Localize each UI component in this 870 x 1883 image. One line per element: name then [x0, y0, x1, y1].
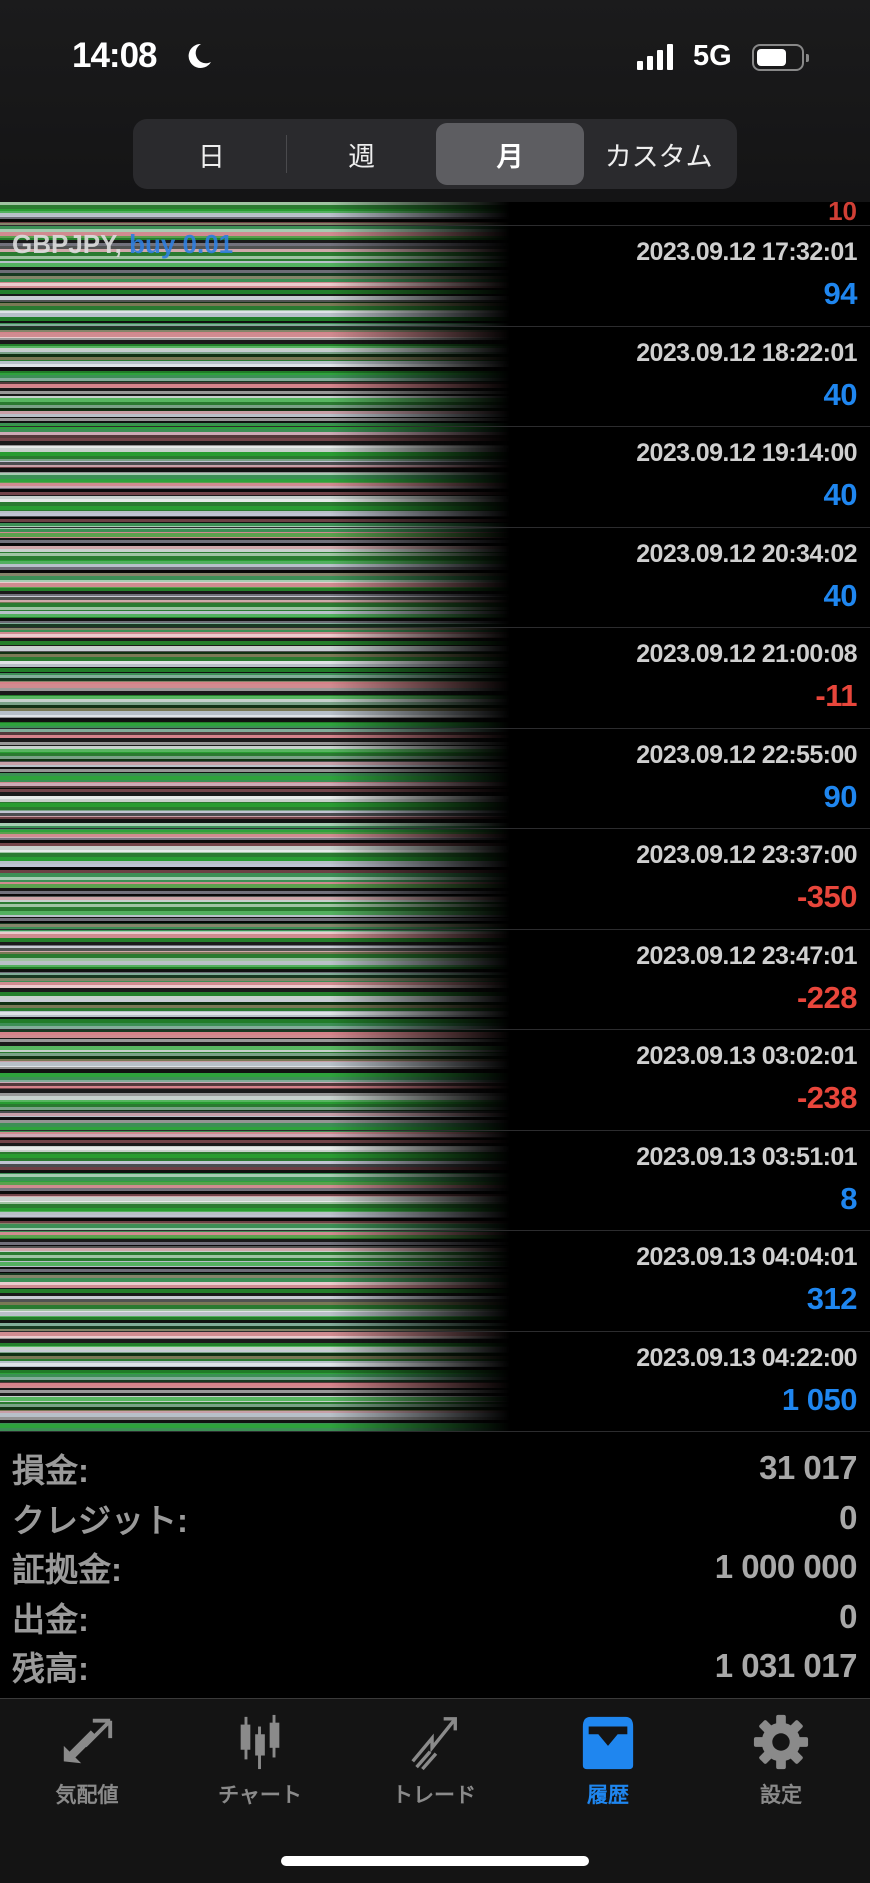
network-type: 5G	[693, 40, 732, 72]
segment-day[interactable]: 日	[197, 141, 225, 172]
tab-label: チャート	[218, 1784, 302, 1807]
deal-profit: 1 050	[781, 1381, 858, 1417]
tab-candlestick[interactable]: チャート	[190, 1713, 330, 1813]
battery-icon	[752, 44, 809, 71]
summary-line: クレジット: 0	[12, 1495, 857, 1541]
summary-label: クレジット:	[12, 1501, 188, 1539]
tab-inbox-tray[interactable]: 履歴	[538, 1713, 678, 1813]
candlestick-icon	[240, 1714, 280, 1770]
deal-row[interactable]: 2023.09.13 04:22:00 1 050	[0, 1330, 870, 1431]
deal-time: 2023.09.12 17:32:01	[636, 238, 857, 266]
deal-row[interactable]: 2023.09.12 19:14:00 40	[0, 426, 870, 526]
gear-icon	[753, 1714, 809, 1770]
summary-value: 31 017	[759, 1449, 857, 1486]
deal-time: 2023.09.13 04:04:01	[636, 1243, 857, 1271]
summary-label: 出金:	[12, 1600, 89, 1638]
summary-label: 証拠金:	[12, 1551, 122, 1588]
summary-value: 1 031 017	[714, 1647, 858, 1684]
deal-row[interactable]: 2023.09.12 18:22:01 40	[0, 325, 870, 426]
segment-month[interactable]: 月	[435, 123, 585, 185]
deal-row[interactable]: 2023.09.12 21:00:08 -11	[0, 627, 870, 727]
deal-profit: 8	[840, 1180, 857, 1216]
summary-line: 証拠金: 1 000 000	[12, 1544, 858, 1590]
summary-line: 損金: 31 017	[12, 1445, 857, 1491]
segment-custom[interactable]: カスタム	[604, 141, 713, 172]
tab-quotes-arrows[interactable]: 気配値	[17, 1713, 157, 1813]
trade-icon	[411, 1717, 457, 1771]
moon-icon	[188, 43, 211, 68]
deal-profit: 312	[806, 1281, 858, 1316]
partial-row-profit: 10	[828, 202, 857, 226]
deal-profit: -238	[796, 1080, 858, 1115]
tab-label: 履歴	[587, 1784, 629, 1807]
corrupted-image-area	[0, 202, 600, 1431]
tab-label: 設定	[760, 1784, 802, 1807]
deal-profit: -350	[796, 879, 858, 914]
deal-time: 2023.09.12 23:47:01	[636, 941, 857, 970]
deal-row[interactable]: 2023.09.12 23:37:00 -350	[0, 828, 870, 928]
deal-row[interactable]: 2023.09.13 03:51:01 8	[0, 1129, 870, 1230]
tab-label: 気配値	[55, 1784, 119, 1807]
deal-time: 2023.09.13 03:51:01	[636, 1142, 857, 1171]
quotes-arrows-icon	[63, 1718, 113, 1764]
summary-value: 1 000 000	[714, 1548, 858, 1585]
deal-time: 2023.09.12 19:14:00	[636, 439, 857, 467]
deal-profit: 40	[823, 376, 858, 412]
deal-time: 2023.09.12 21:00:08	[636, 640, 857, 668]
deal-symbol: GBPJPY, buy 0.01	[12, 229, 234, 259]
period-segmented-control: 日 週 月 カスタム	[133, 119, 737, 189]
tab-bar: 気配値 チャート トレード 履歴 設定	[0, 1698, 870, 1883]
inbox-tray-icon	[582, 1716, 634, 1770]
summary-label: 損金:	[12, 1452, 89, 1489]
header: 14:08 5G 日 週 月 カスタム	[0, 0, 870, 202]
deal-time: 2023.09.12 18:22:01	[636, 338, 857, 367]
history-list[interactable]: 10 GBPJPY, buy 0.01 2023.09.12 17:32:01 …	[0, 202, 870, 1431]
summary-line: 残高: 1 031 017	[12, 1643, 858, 1689]
summary-value: 0	[839, 1597, 857, 1635]
deal-profit: 40	[823, 477, 858, 512]
deal-profit: -228	[796, 979, 858, 1015]
deal-profit: 40	[823, 577, 858, 613]
deal-row[interactable]: 2023.09.13 03:02:01 -238	[0, 1029, 870, 1129]
deal-row[interactable]: 2023.09.13 04:04:01 312	[0, 1230, 870, 1330]
segment-divider	[285, 135, 288, 173]
deal-row[interactable]: 2023.09.12 17:32:01 94	[0, 225, 870, 325]
deal-profit: 94	[823, 276, 858, 311]
deal-profit: -11	[815, 678, 857, 713]
deal-time: 2023.09.12 20:34:02	[636, 539, 857, 568]
signal-icon	[637, 44, 673, 70]
deal-time: 2023.09.12 23:37:00	[636, 841, 857, 869]
tab-label: トレード	[392, 1784, 476, 1807]
tab-gear[interactable]: 設定	[711, 1713, 851, 1813]
deal-time: 2023.09.13 04:22:00	[636, 1343, 857, 1372]
deal-time: 2023.09.12 22:55:00	[636, 740, 857, 769]
summary-line: 出金: 0	[12, 1594, 857, 1640]
status-time: 14:08	[72, 36, 158, 75]
deal-profit: 90	[823, 778, 858, 814]
segment-week[interactable]: 週	[347, 141, 375, 172]
deal-row[interactable]: 2023.09.12 20:34:02 40	[0, 526, 870, 627]
summary-value: 0	[839, 1498, 857, 1536]
home-indicator[interactable]	[281, 1856, 589, 1866]
deal-row[interactable]: 2023.09.12 22:55:00 90	[0, 727, 870, 828]
summary-label: 残高:	[12, 1650, 89, 1687]
account-summary: 損金: 31 017 クレジット: 0 証拠金: 1 000 000 出金: 0 残高: 1 03…	[0, 1431, 870, 1698]
deal-time: 2023.09.13 03:02:01	[636, 1042, 857, 1070]
tab-trade[interactable]: トレード	[364, 1713, 504, 1813]
deal-row[interactable]: 2023.09.12 23:47:01 -228	[0, 928, 870, 1029]
